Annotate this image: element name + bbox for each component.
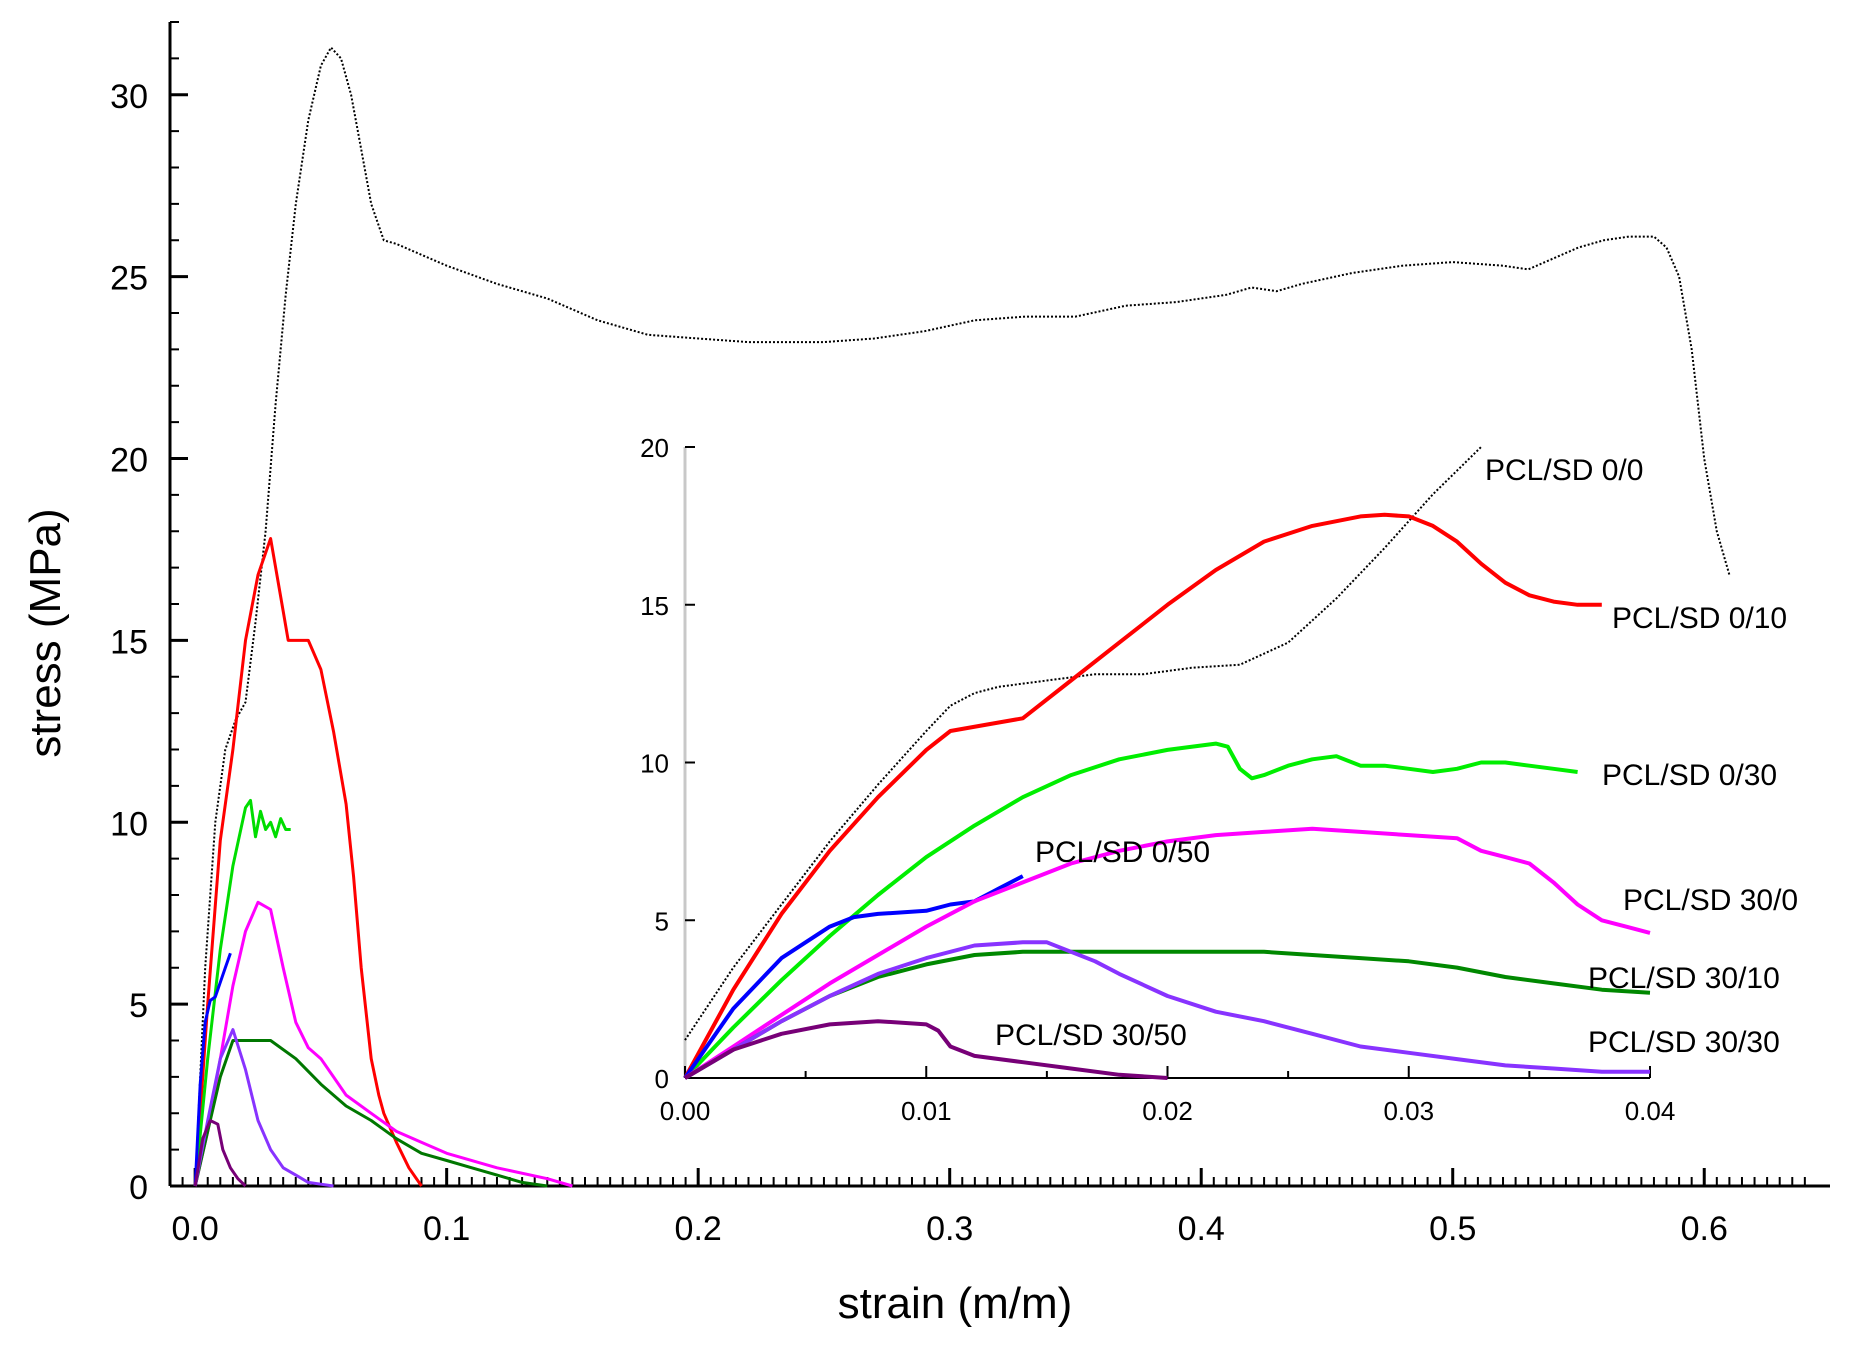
- inset-x-tick-label: 0.03: [1383, 1096, 1434, 1126]
- main-y-tick-label: 5: [129, 987, 148, 1025]
- inset-label-pcl-sd-30-0: PCL/SD 30/0: [1623, 884, 1798, 917]
- main-x-tick-label: 0.3: [926, 1210, 973, 1248]
- inset-series-pcl-sd-0-30: [683, 741, 1578, 1080]
- main-y-tick-label: 20: [110, 442, 148, 480]
- inset-y-tick-label: 15: [640, 591, 669, 621]
- inset-plot: 0 5 10 15 20 0.00 0.01 0.02 0.03 0.04 PCL/SD 0/0 PC…: [640, 433, 1798, 1126]
- main-series-pcl-sd-0-50: [193, 952, 232, 1187]
- inset-series-pcl-sd-30-30: [683, 940, 1650, 1080]
- main-y-tick-label: 10: [110, 805, 148, 843]
- inset-label-pcl-sd-0-0: PCL/SD 0/0: [1485, 454, 1643, 487]
- main-series-pcl-sd-30-50: [193, 1119, 247, 1188]
- inset-label-pcl-sd-0-50: PCL/SD 0/50: [1035, 836, 1210, 869]
- inset-series-pcl-sd-30-0: [683, 826, 1651, 1080]
- inset-label-pcl-sd-30-10: PCL/SD 30/10: [1588, 962, 1780, 995]
- main-x-tick-label: 0.0: [172, 1210, 219, 1248]
- main-x-tick-label: 0.6: [1681, 1210, 1728, 1248]
- inset-x-tick-label: 0.01: [901, 1096, 952, 1126]
- inset-y-tick-label: 5: [655, 906, 669, 936]
- main-plot: 0 5 10 15 20 25 30 0.0 0.1 0.2 0.3 0.4 0.5 0.6: [110, 21, 1830, 1248]
- main-x-tick-label: 0.1: [423, 1210, 470, 1248]
- main-y-tick-label: 15: [110, 623, 148, 661]
- inset-y-tick-label: 20: [640, 433, 669, 463]
- main-series-pcl-sd-0-30: [193, 798, 291, 1187]
- inset-y-tick-label: 10: [640, 749, 669, 779]
- inset-label-pcl-sd-0-10: PCL/SD 0/10: [1612, 602, 1787, 635]
- y-axis-title: stress (MPa): [21, 508, 70, 757]
- main-y-tick-label: 0: [129, 1169, 148, 1207]
- inset-x-tick-label: 0.00: [660, 1096, 711, 1126]
- main-y-tick-label: 30: [110, 78, 148, 116]
- main-series-pcl-sd-30-10: [193, 1039, 548, 1188]
- main-x-tick-label: 0.5: [1429, 1210, 1476, 1248]
- main-series-pcl-sd-0-10: [193, 537, 423, 1187]
- inset-label-pcl-sd-0-30: PCL/SD 0/30: [1602, 759, 1777, 792]
- x-axis-title: strain (m/m): [838, 1279, 1073, 1328]
- main-series-pcl-sd-30-30: [193, 1028, 334, 1188]
- inset-label-pcl-sd-30-30: PCL/SD 30/30: [1588, 1026, 1780, 1059]
- main-y-tick-label: 25: [110, 260, 148, 298]
- main-series-pcl-sd-30-0: [193, 900, 573, 1188]
- inset-x-tick-label: 0.04: [1625, 1096, 1676, 1126]
- inset-label-pcl-sd-30-50: PCL/SD 30/50: [995, 1019, 1187, 1052]
- main-x-tick-label: 0.2: [675, 1210, 722, 1248]
- inset-series-pcl-sd-30-50: [683, 1019, 1168, 1080]
- inset-series-pcl-sd-0-10: [683, 512, 1602, 1079]
- inset-y-tick-label: 0: [655, 1064, 669, 1094]
- inset-series-pcl-sd-0-0: [684, 446, 1482, 1041]
- inset-x-tick-label: 0.02: [1142, 1096, 1193, 1126]
- main-x-tick-label: 0.4: [1178, 1210, 1225, 1248]
